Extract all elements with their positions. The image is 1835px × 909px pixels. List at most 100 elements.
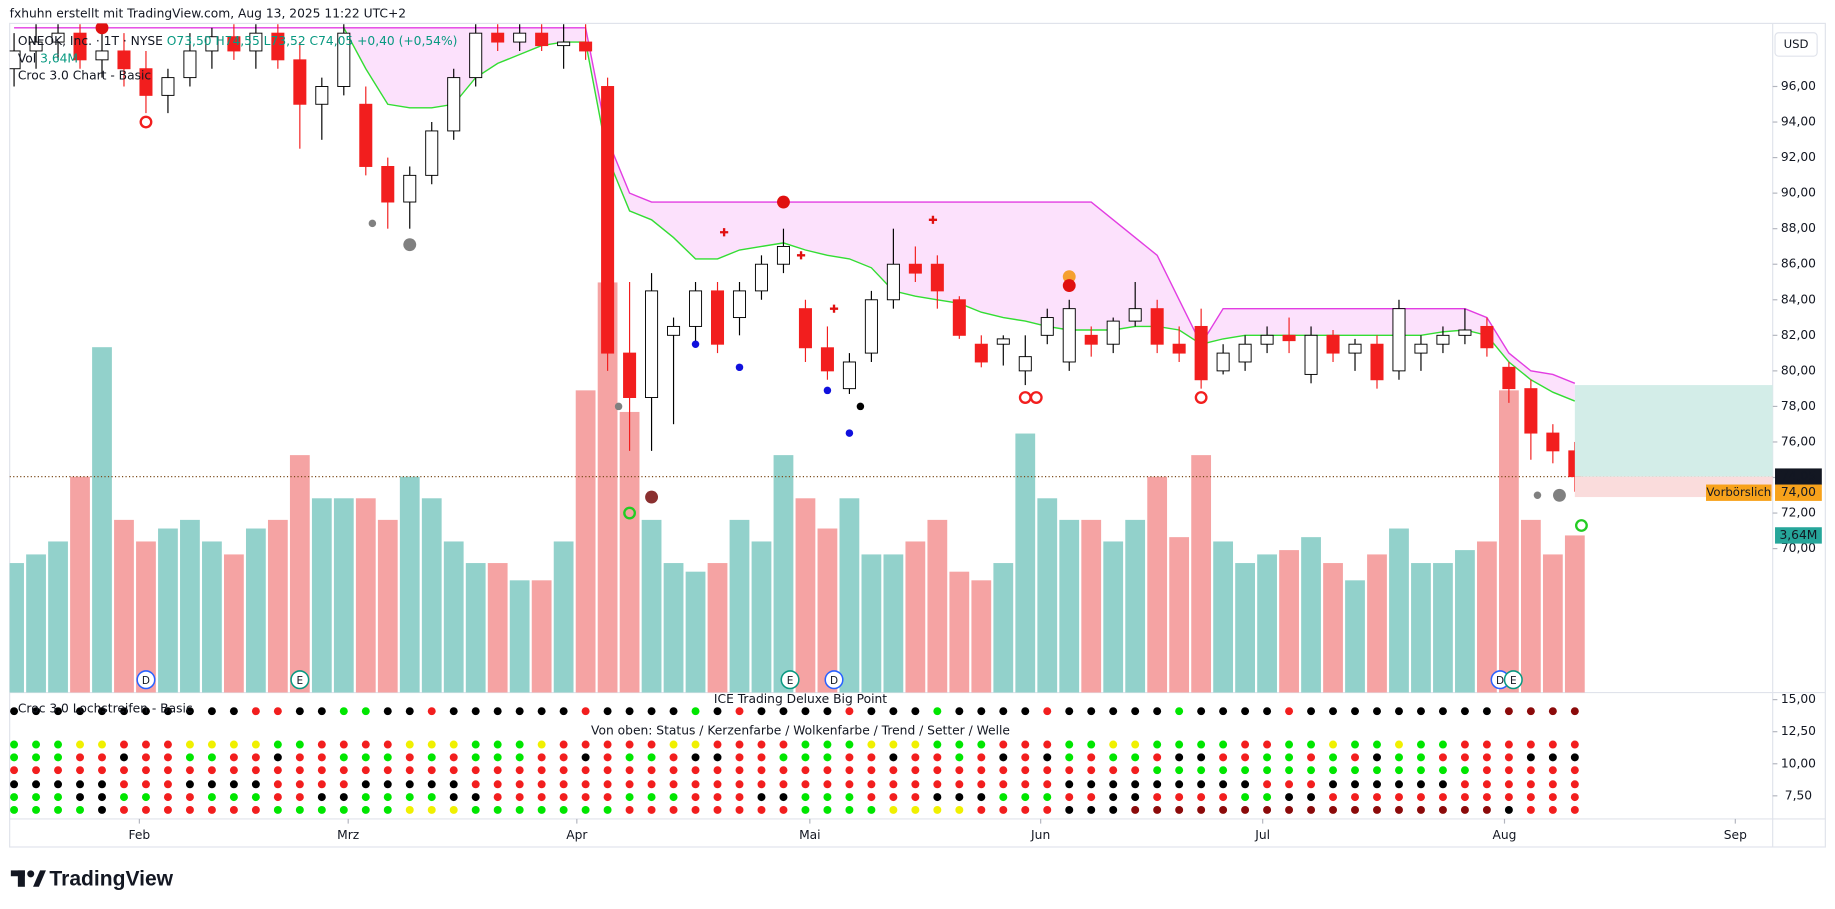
state-dot bbox=[647, 793, 656, 802]
y-tick-label: 90,00 bbox=[1781, 186, 1816, 200]
candle-body bbox=[95, 50, 109, 61]
volume-bar bbox=[311, 498, 332, 693]
state-dot bbox=[757, 793, 766, 802]
state-dot bbox=[757, 707, 766, 716]
state-dot bbox=[999, 780, 1008, 789]
state-dot bbox=[229, 766, 238, 775]
state-dot bbox=[295, 766, 304, 775]
state-dot bbox=[669, 805, 678, 814]
volume-bar bbox=[575, 390, 596, 693]
state-dot bbox=[933, 805, 942, 814]
state-dot bbox=[537, 780, 546, 789]
volume-bar bbox=[48, 541, 68, 693]
volume-bar bbox=[553, 541, 574, 693]
state-dot bbox=[625, 766, 634, 775]
state-dot bbox=[229, 805, 238, 814]
state-dot bbox=[32, 805, 41, 814]
state-dot bbox=[1109, 766, 1118, 775]
state-dot bbox=[1351, 740, 1359, 749]
state-dot bbox=[647, 780, 656, 789]
logo-dot bbox=[27, 870, 35, 878]
state-dot bbox=[1548, 793, 1557, 802]
state-dot bbox=[845, 780, 854, 789]
currency-button[interactable] bbox=[1774, 32, 1818, 57]
candle-body bbox=[952, 299, 966, 336]
volume-bar bbox=[1191, 455, 1212, 693]
x-tick-label: Jun bbox=[1030, 828, 1050, 842]
state-dot bbox=[955, 793, 964, 802]
volume-tag bbox=[1775, 527, 1822, 544]
state-dot bbox=[141, 707, 150, 716]
state-dot bbox=[1570, 707, 1579, 716]
state-dot bbox=[1373, 740, 1381, 749]
state-dot bbox=[1065, 766, 1074, 775]
state-dot bbox=[76, 780, 84, 789]
state-dot bbox=[1329, 766, 1338, 775]
signal-ring bbox=[1194, 391, 1208, 404]
state-dot bbox=[383, 707, 392, 716]
state-dot bbox=[229, 793, 238, 802]
state-dot bbox=[251, 707, 260, 716]
state-dot bbox=[647, 740, 656, 749]
state-dot bbox=[76, 793, 84, 802]
state-dot bbox=[1153, 780, 1162, 789]
state-dot bbox=[779, 805, 788, 814]
state-dot bbox=[1548, 753, 1557, 762]
state-dot bbox=[295, 793, 304, 802]
state-dot bbox=[1307, 707, 1316, 716]
volume-tag-label: 3,64M bbox=[1779, 528, 1817, 542]
state-dot bbox=[1197, 805, 1206, 814]
state-dot bbox=[317, 805, 326, 814]
state-dot bbox=[383, 805, 392, 814]
state-dot bbox=[317, 753, 326, 762]
premarket-label: 74,00 bbox=[1781, 485, 1816, 499]
state-dot bbox=[1131, 753, 1140, 762]
state-dot bbox=[559, 793, 568, 802]
currency[interactable]: USD bbox=[1784, 37, 1809, 51]
volume-bar bbox=[1499, 390, 1519, 693]
state-dot bbox=[1329, 740, 1338, 749]
candle-body bbox=[623, 352, 637, 398]
state-dot bbox=[32, 707, 41, 716]
state-dot bbox=[54, 753, 63, 762]
state-dot bbox=[537, 740, 546, 749]
candle-body bbox=[1348, 343, 1362, 354]
state-dot bbox=[581, 753, 590, 762]
state-dot bbox=[801, 766, 810, 775]
state-dot bbox=[559, 753, 568, 762]
state-dot bbox=[933, 707, 942, 716]
state-dot bbox=[76, 707, 84, 716]
state-dot bbox=[383, 740, 392, 749]
signal-cross bbox=[796, 251, 806, 260]
state-dot bbox=[383, 780, 392, 789]
state-dot bbox=[1416, 780, 1425, 789]
volume-bar bbox=[707, 563, 728, 693]
state-dot bbox=[185, 766, 194, 775]
state-dot bbox=[207, 805, 216, 814]
state-dot bbox=[1504, 805, 1513, 814]
state-dot bbox=[1131, 740, 1140, 749]
state-dot bbox=[713, 805, 722, 814]
state-dot bbox=[207, 780, 216, 789]
candle-body bbox=[1502, 366, 1516, 390]
state-dot bbox=[1131, 793, 1140, 802]
candle-body bbox=[974, 343, 988, 363]
state-dot bbox=[867, 753, 876, 762]
state-dot bbox=[141, 766, 150, 775]
state-dot bbox=[54, 707, 63, 716]
state-dot bbox=[999, 740, 1008, 749]
state-dot bbox=[339, 753, 348, 762]
state-dot bbox=[1548, 740, 1557, 749]
state-dot bbox=[405, 805, 414, 814]
state-dot bbox=[537, 766, 546, 775]
state-dot bbox=[537, 707, 546, 716]
state-dot bbox=[295, 740, 304, 749]
state-dot bbox=[163, 707, 172, 716]
state-dot bbox=[603, 793, 612, 802]
candle-body bbox=[842, 361, 856, 390]
state-dot bbox=[471, 805, 480, 814]
signal-ring bbox=[139, 115, 153, 129]
candle-body bbox=[337, 32, 351, 87]
state-dot bbox=[1307, 740, 1316, 749]
